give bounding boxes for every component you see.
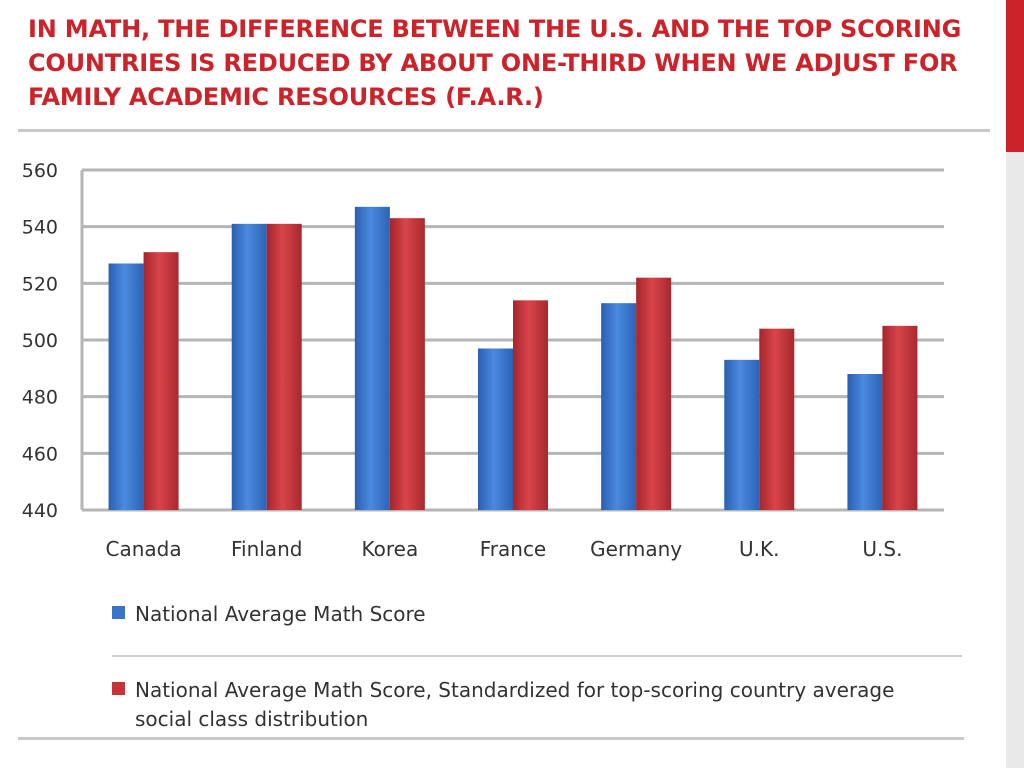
slide-title: IN MATH, THE DIFFERENCE BETWEEN THE U.S.… — [28, 15, 962, 111]
x-tick-label: Korea — [362, 537, 419, 561]
bar-standardized — [513, 300, 548, 510]
bottom-divider — [18, 737, 964, 740]
title-divider — [18, 129, 990, 132]
y-tick-label: 440 — [22, 500, 58, 522]
slide-accent-bar-top — [1006, 0, 1024, 152]
slide-accent-bar — [1006, 0, 1024, 768]
y-tick-label: 500 — [22, 330, 58, 352]
bar-standardized — [389, 218, 425, 510]
bars — [108, 206, 918, 510]
x-tick-label: U.K. — [739, 537, 779, 561]
bar-national-average — [724, 359, 760, 510]
legend-swatch-red — [112, 682, 125, 695]
y-tick-label: 560 — [22, 160, 58, 182]
x-tick-label: U.S. — [862, 537, 902, 561]
x-tick-label: France — [480, 537, 547, 561]
bar-standardized — [882, 325, 918, 510]
y-axis-ticks: 440 460 480 500 520 540 560 — [22, 160, 58, 522]
x-tick-label: Canada — [106, 537, 182, 561]
bar-standardized — [143, 252, 179, 510]
bar-national-average — [478, 348, 513, 510]
bar-standardized — [266, 223, 302, 510]
legend-item-national-average: National Average Math Score — [112, 600, 912, 629]
bar-national-average — [601, 303, 637, 510]
bar-standardized — [636, 277, 672, 510]
x-tick-label: Finland — [231, 537, 302, 561]
bar-standardized — [759, 328, 795, 510]
legend-divider — [112, 655, 962, 657]
y-tick-label: 480 — [22, 387, 58, 409]
bar-chart: 440 460 480 500 520 540 560 Canada Finland Korea… — [22, 160, 944, 561]
bar-national-average — [847, 374, 883, 510]
legend-label: National Average Math Score, Standardize… — [135, 678, 895, 731]
legend-label: National Average Math Score — [135, 602, 426, 626]
bar-national-average — [108, 263, 144, 510]
bar-national-average — [354, 206, 390, 510]
legend-swatch-blue — [112, 606, 125, 619]
y-tick-label: 520 — [22, 273, 58, 295]
legend-item-standardized: National Average Math Score, Standardize… — [112, 676, 912, 734]
y-tick-label: 540 — [22, 217, 58, 239]
x-tick-label: Germany — [590, 537, 682, 561]
bar-national-average — [231, 223, 267, 510]
y-tick-label: 460 — [22, 443, 58, 465]
x-axis-ticks: Canada Finland Korea France Germany U.K. U.S. — [106, 537, 903, 561]
